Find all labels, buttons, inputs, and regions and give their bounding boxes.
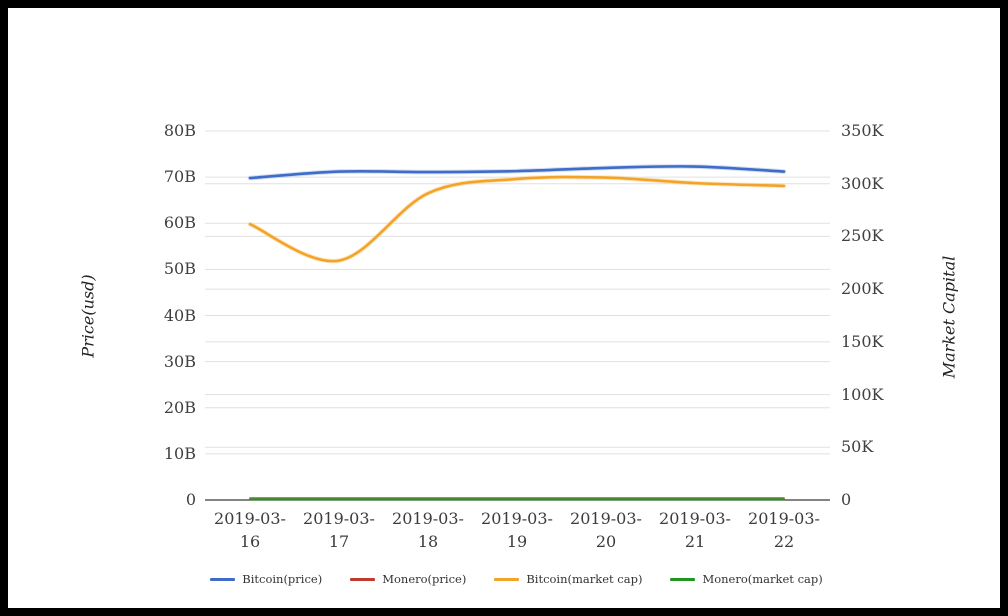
x-axis-tick: 2019-03- 18 (392, 509, 464, 552)
legend-label: Bitcoin(market cap) (526, 572, 643, 586)
y-right-tick: 250K (841, 226, 884, 246)
x-axis-tick: 2019-03- 16 (214, 509, 286, 552)
x-axis-tick: 2019-03- 19 (481, 509, 553, 552)
y-right-tick: 300K (841, 173, 884, 193)
y-right-tick: 200K (841, 279, 884, 299)
series-line-Bitcoin(price) (248, 165, 786, 180)
series-line-Bitcoin(market cap) (248, 175, 786, 263)
legend-label: Monero(price) (382, 572, 467, 586)
x-axis-tick: 2019-03- 22 (748, 509, 820, 552)
y-left-tick: 30B (163, 351, 196, 371)
y-left-tick: 70B (163, 167, 196, 187)
legend-line-marker (350, 577, 376, 581)
y-right-tick: 50K (841, 437, 874, 457)
legend: Bitcoin(price) Monero(price) Bitcoin(marke… (205, 572, 828, 586)
y-left-tick: 50B (163, 259, 196, 279)
legend-line-marker (210, 577, 236, 581)
legend-label: Monero(market cap) (702, 572, 823, 586)
plot-area (205, 130, 830, 501)
y-left-tick: 60B (163, 213, 196, 233)
legend-item-bitcoin-market-cap-[interactable]: Bitcoin(market cap) (494, 572, 642, 586)
x-axis-tick: 2019-03- 21 (659, 509, 731, 552)
y-left-tick: 80B (163, 121, 196, 140)
series-halo-Bitcoin(market cap) (247, 174, 787, 264)
legend-item-monero-market-cap-[interactable]: Monero(market cap) (670, 572, 823, 586)
y-left-tick: 40B (163, 305, 196, 325)
legend-item-monero-price-[interactable]: Monero(price) (350, 572, 466, 586)
y-left-tick: 20B (163, 397, 196, 417)
y-right-tick: 100K (841, 384, 884, 404)
y-right-tick: 0 (841, 490, 852, 509)
y-left-tick: 10B (163, 443, 196, 463)
legend-item-bitcoin-price-[interactable]: Bitcoin(price) (210, 572, 322, 586)
y-right-tick: 150K (841, 331, 884, 351)
legend-label: Bitcoin(price) (242, 572, 323, 586)
legend-line-marker (670, 577, 696, 581)
y-right-tick: 350K (841, 121, 884, 140)
legend-line-marker (494, 577, 520, 581)
x-axis-tick: 2019-03- 20 (570, 509, 642, 552)
x-axis-tick: 2019-03- 17 (303, 509, 375, 552)
y-left-tick: 0 (185, 490, 196, 509)
